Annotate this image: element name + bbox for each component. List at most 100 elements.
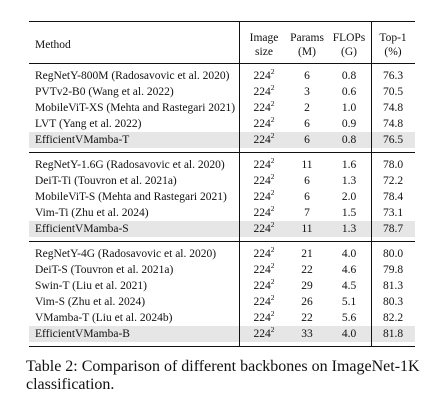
method-cell: Vim-Ti (Zhu et al. 2024) (35, 207, 149, 219)
flops-cell: 1.3 (341, 175, 357, 187)
method-cell: EfficientVMamba-B (35, 328, 130, 340)
method-cell: PVTv2-B0 (Wang et al. 2022) (35, 86, 174, 98)
image-size-cell: 2242 (244, 99, 284, 115)
table-rule (29, 63, 415, 64)
table-rule (29, 152, 415, 153)
params-cell: 6 (304, 134, 310, 146)
top1-cell: 78.7 (382, 223, 404, 235)
image-size-exponent: 2 (270, 131, 275, 140)
table-rule (29, 241, 415, 242)
flops-cell: 5.1 (341, 296, 357, 308)
params-cell: 33 (301, 328, 313, 340)
params-cell: 22 (301, 264, 313, 276)
image-size-cell: 2242 (244, 115, 284, 131)
flops-cell: 2.0 (341, 191, 357, 203)
table-row: MobileViT-XS (Mehta and Rastegari 2021) 2… (29, 99, 415, 116)
image-size-exponent: 2 (270, 309, 275, 318)
top1-cell: 78.4 (382, 191, 404, 203)
flops-cell: 1.5 (341, 207, 357, 219)
params-cell: 11 (301, 223, 313, 235)
params-cell: 6 (304, 191, 310, 203)
header-method: Method (35, 39, 71, 51)
method-cell: Swin-T (Liu et al. 2021) (35, 280, 147, 292)
method-cell: VMamba-T (Liu et al. 2024b) (35, 312, 173, 324)
header-flops: FLOPs (G) (332, 32, 366, 58)
image-size-value: 224 (253, 296, 271, 308)
image-size-exponent: 2 (270, 220, 275, 229)
flops-cell: 0.9 (341, 118, 357, 130)
header-params: Params (M) (290, 32, 324, 58)
top1-cell: 76.3 (382, 70, 404, 82)
table-rule (29, 346, 415, 347)
method-cell: RegNetY-4G (Radosavovic et al. 2020) (35, 248, 217, 260)
params-cell: 21 (301, 248, 313, 260)
top1-cell: 74.8 (382, 102, 404, 114)
top1-cell: 72.2 (382, 175, 404, 187)
method-cell: EfficientVMamba-T (35, 134, 130, 146)
image-size-cell: 2242 (244, 67, 284, 83)
params-cell: 11 (301, 159, 313, 171)
method-cell: MobileViT-XS (Mehta and Rastegari 2021) (35, 102, 236, 114)
method-cell: MobileViT-S (Mehta and Rastegari 2021) (35, 191, 227, 203)
params-cell: 6 (304, 118, 310, 130)
image-size-cell: 2242 (244, 204, 284, 220)
top1-cell: 78.0 (382, 159, 404, 171)
params-cell: 6 (304, 175, 310, 187)
image-size-value: 224 (253, 86, 271, 98)
image-size-value: 224 (253, 175, 271, 187)
image-size-exponent: 2 (270, 204, 275, 213)
image-size-cell: 2242 (244, 309, 284, 325)
image-size-value: 224 (253, 191, 271, 203)
table-row: VMamba-T (Liu et al. 2024b) 2242 22 5.6 82.2 (29, 309, 415, 326)
image-size-value: 224 (253, 280, 271, 292)
method-cell: DeiT-Ti (Touvron et al. 2021a) (35, 175, 177, 187)
table-row: RegNetY-1.6G (Radosavovic et al. 2020) 22… (29, 156, 415, 173)
image-size-cell: 2242 (244, 277, 284, 293)
method-cell: RegNetY-1.6G (Radosavovic et al. 2020) (35, 159, 225, 171)
table-row: RegNetY-800M (Radosavovic et al. 2020) 22… (29, 67, 415, 84)
flops-cell: 0.6 (341, 86, 357, 98)
image-size-cell: 2242 (244, 325, 284, 341)
image-size-value: 224 (253, 134, 271, 146)
flops-cell: 5.6 (341, 312, 357, 324)
table-row: DeiT-S (Touvron et al. 2021a) 2242 22 4.6 79… (29, 261, 415, 278)
flops-cell: 4.5 (341, 280, 357, 292)
image-size-value: 224 (253, 264, 271, 276)
params-cell: 6 (304, 70, 310, 82)
top1-cell: 79.8 (382, 264, 404, 276)
image-size-value: 224 (253, 159, 271, 171)
flops-cell: 0.8 (341, 134, 357, 146)
top1-cell: 82.2 (382, 312, 404, 324)
top1-cell: 81.8 (382, 328, 404, 340)
table-row: MobileViT-S (Mehta and Rastegari 2021) 22… (29, 188, 415, 205)
column-divider (239, 21, 240, 346)
table-row-highlighted: EfficientVMamba-S 2242 11 1.3 78.7 (29, 220, 415, 237)
table-row-highlighted: EfficientVMamba-B 2242 33 4.0 81.8 (29, 325, 415, 342)
table-row: PVTv2-B0 (Wang et al. 2022) 2242 3 0.6 70.5 (29, 83, 415, 100)
image-size-value: 224 (253, 102, 271, 114)
image-size-cell: 2242 (244, 156, 284, 172)
top1-cell: 76.5 (382, 134, 404, 146)
image-size-exponent: 2 (270, 83, 275, 92)
image-size-value: 224 (253, 207, 271, 219)
top1-cell: 73.1 (382, 207, 404, 219)
column-divider (371, 21, 372, 346)
image-size-cell: 2242 (244, 188, 284, 204)
image-size-exponent: 2 (270, 99, 275, 108)
method-cell: Vim-S (Zhu et al. 2024) (35, 296, 146, 308)
flops-cell: 4.0 (341, 328, 357, 340)
method-cell: EfficientVMamba-S (35, 223, 129, 235)
image-size-cell: 2242 (244, 293, 284, 309)
image-size-exponent: 2 (270, 245, 275, 254)
image-size-cell: 2242 (244, 220, 284, 236)
table-row: RegNetY-4G (Radosavovic et al. 2020) 2242… (29, 245, 415, 262)
image-size-exponent: 2 (270, 67, 275, 76)
image-size-exponent: 2 (270, 277, 275, 286)
table-row: LVT (Yang et al. 2022) 2242 6 0.9 74.8 (29, 115, 415, 132)
top1-cell: 80.0 (382, 248, 404, 260)
flops-cell: 1.3 (341, 223, 357, 235)
image-size-exponent: 2 (270, 156, 275, 165)
image-size-value: 224 (253, 312, 271, 324)
table-row: Vim-S (Zhu et al. 2024) 2242 26 5.1 80.3 (29, 293, 415, 310)
image-size-cell: 2242 (244, 261, 284, 277)
